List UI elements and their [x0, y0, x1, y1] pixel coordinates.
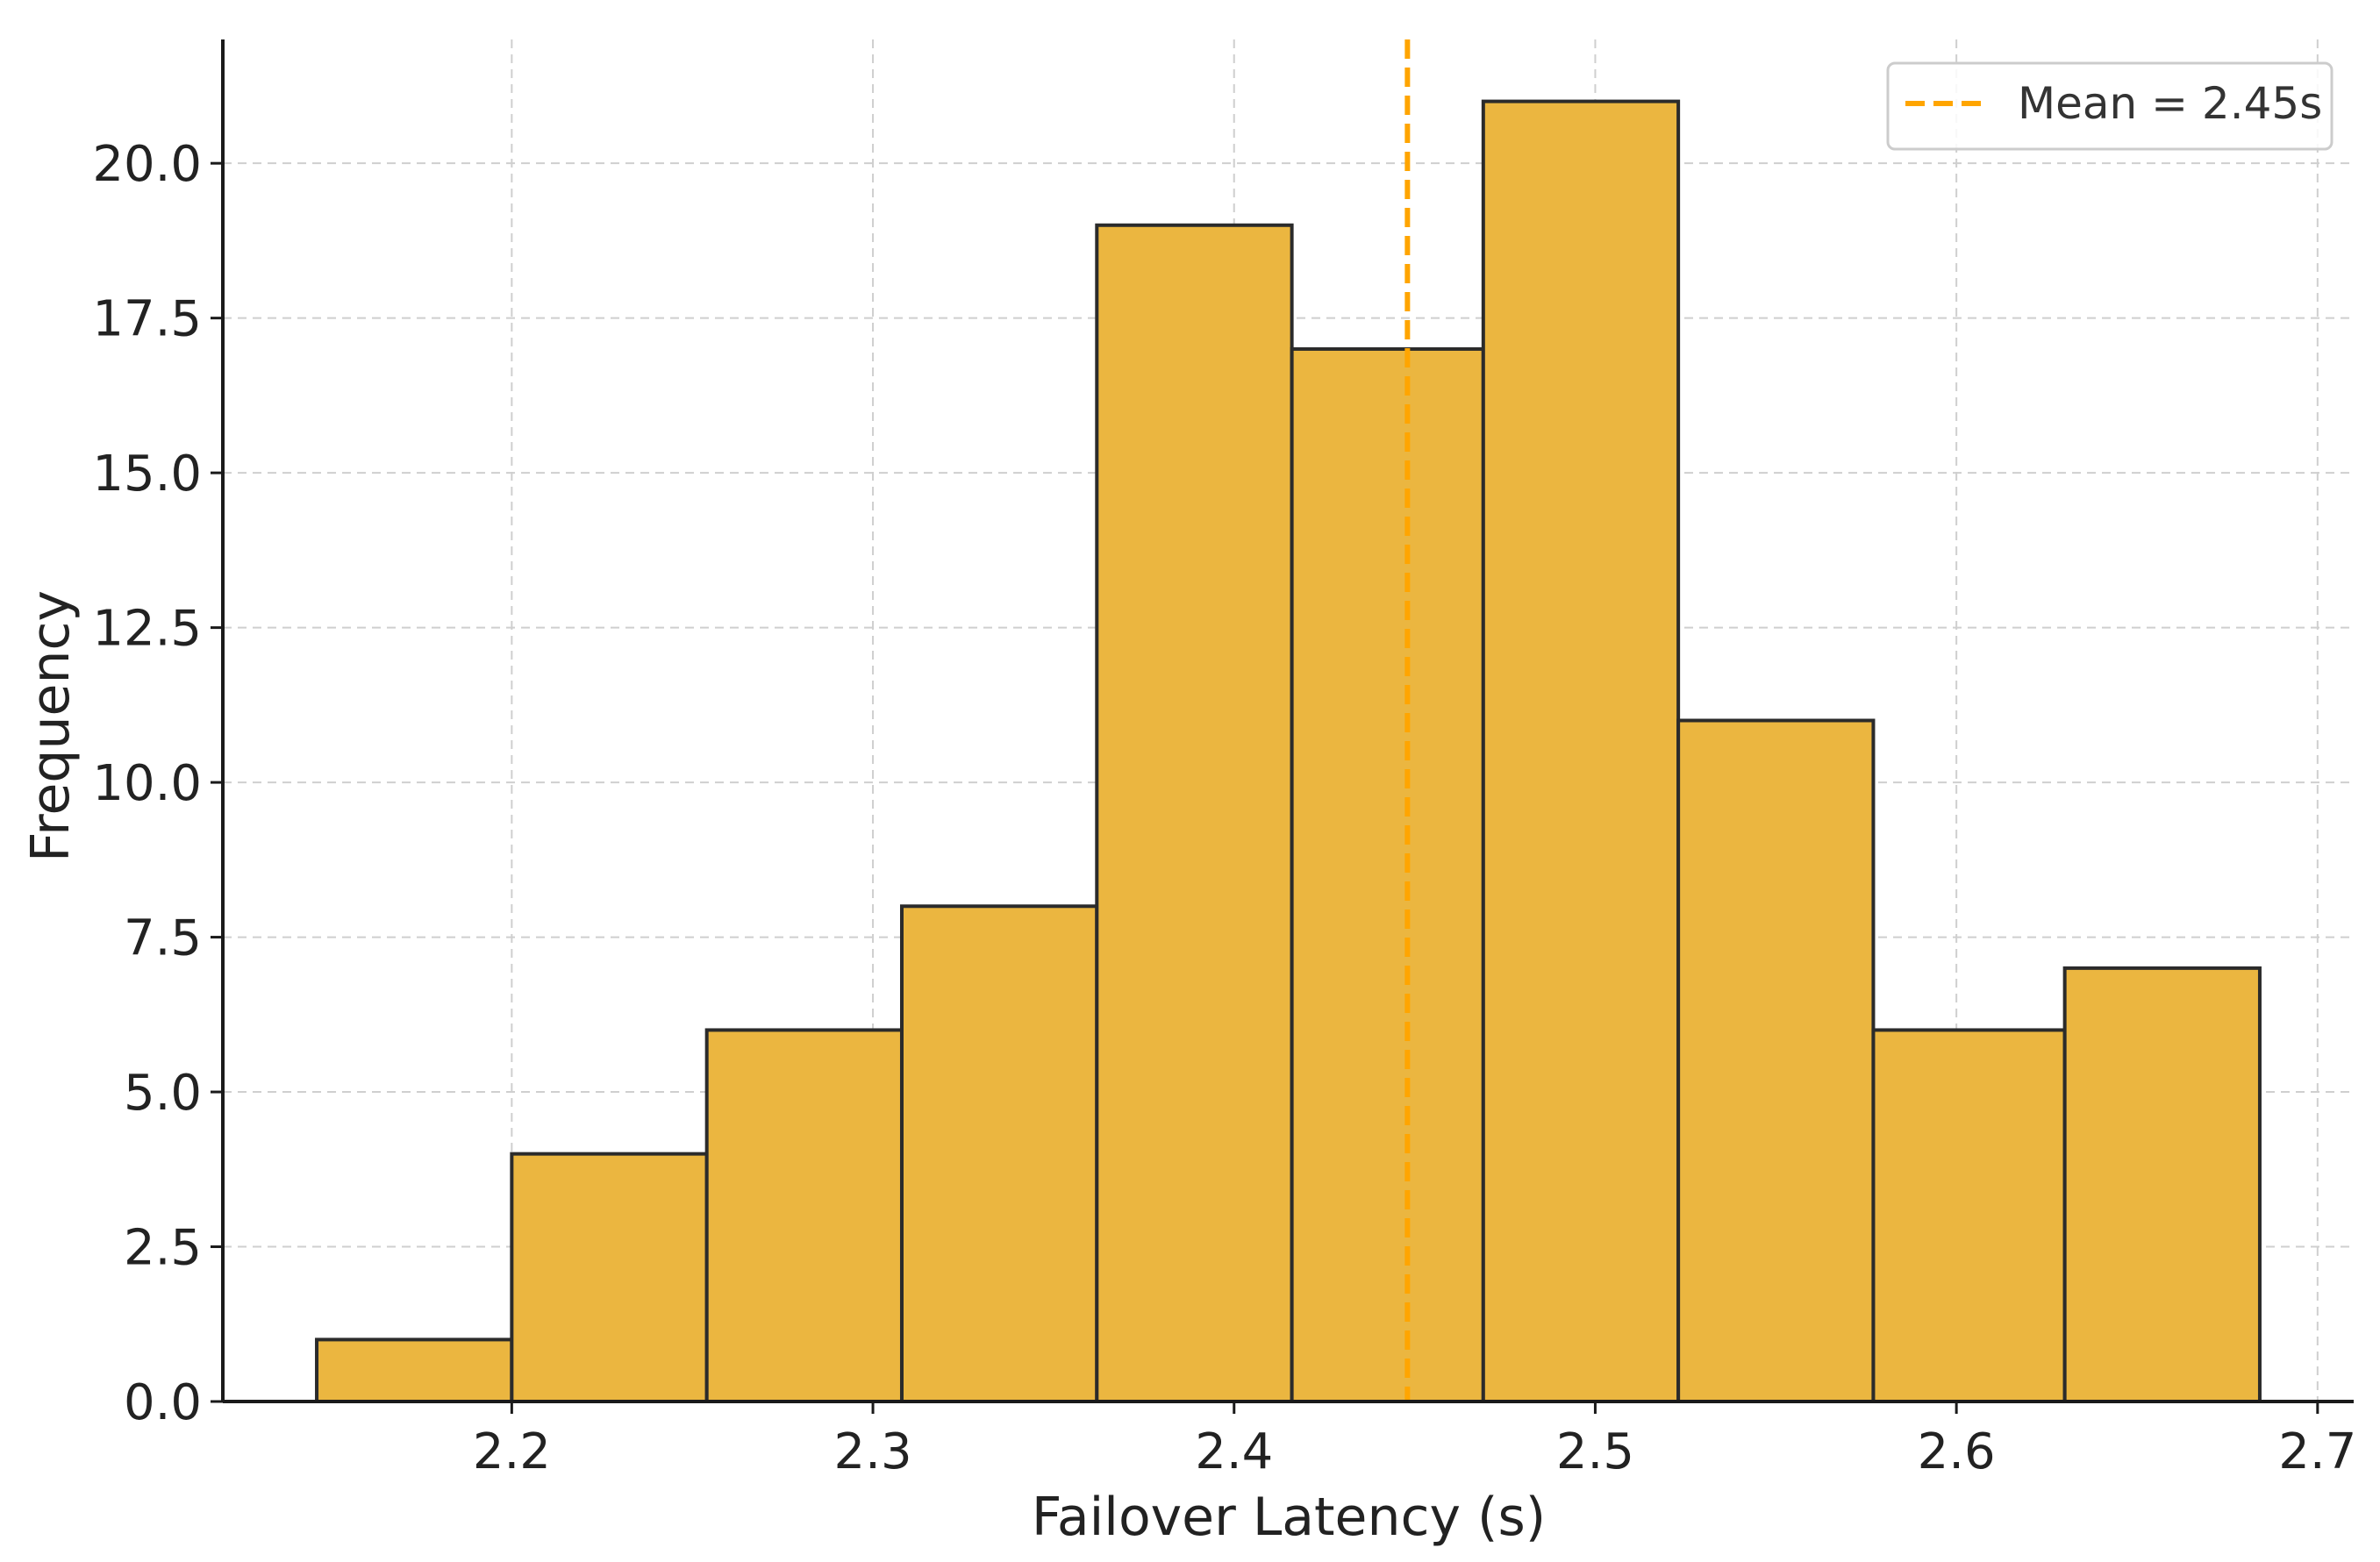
histogram-bar	[704, 1028, 904, 1404]
x-tick-label: 2.7	[2278, 1423, 2356, 1480]
y-tick-label: 20.0	[92, 136, 202, 193]
histogram-bar	[2062, 966, 2262, 1403]
histogram-bar	[1871, 1028, 2067, 1404]
histogram-bar	[899, 904, 1099, 1403]
x-tick-label: 2.2	[473, 1423, 551, 1480]
y-axis-ticks: 0.0 2.5 5.0 7.5 10.0 12.5 15.0 17.5 20.0	[92, 136, 223, 1431]
histogram-bar	[1290, 346, 1485, 1403]
histogram-bar	[1095, 223, 1294, 1404]
y-tick-label: 17.5	[92, 291, 202, 348]
x-tick-label: 2.5	[1556, 1423, 1634, 1480]
y-tick-label: 12.5	[92, 601, 202, 658]
y-tick-label: 7.5	[124, 910, 202, 967]
x-axis-ticks: 2.2 2.3 2.4 2.5 2.6 2.7	[473, 1402, 2356, 1480]
y-tick-label: 5.0	[124, 1065, 202, 1122]
histogram-bar	[1481, 99, 1681, 1403]
histogram-bar	[315, 1337, 514, 1403]
histogram-bars	[315, 99, 2262, 1404]
x-tick-label: 2.4	[1195, 1423, 1273, 1480]
legend: Mean = 2.45s	[1886, 61, 2334, 151]
y-tick-label: 15.0	[92, 446, 202, 503]
legend-frame	[1886, 61, 2334, 151]
histogram-bar	[510, 1152, 709, 1403]
legend-mean-label: Mean = 2.45s	[2018, 78, 2322, 129]
y-tick-label: 2.5	[124, 1220, 202, 1277]
y-tick-label: 0.0	[124, 1374, 202, 1431]
x-axis-label: Failover Latency (s)	[1032, 1487, 1546, 1548]
x-tick-label: 2.6	[1918, 1423, 1996, 1480]
y-axis-label: Frequency	[20, 590, 82, 862]
y-tick-label: 10.0	[92, 755, 202, 812]
histogram-bar	[1676, 718, 1876, 1403]
x-tick-label: 2.3	[834, 1423, 912, 1480]
axes	[221, 39, 2354, 1403]
